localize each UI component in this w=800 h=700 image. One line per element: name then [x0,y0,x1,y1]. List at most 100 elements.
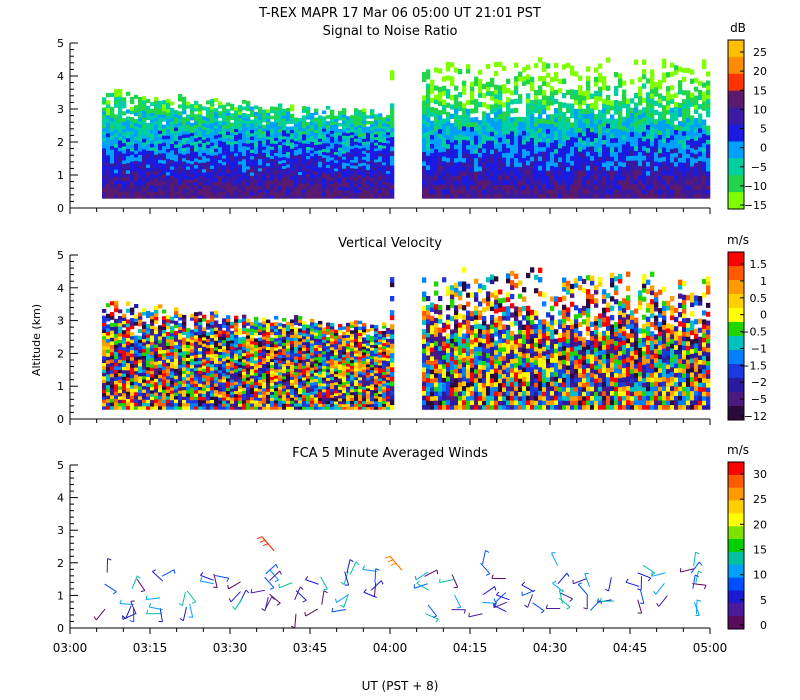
heatmap-cell [174,143,179,148]
heatmap-cell [642,97,647,104]
heatmap-cell [466,162,471,168]
heatmap-cell [662,133,667,139]
heatmap-cell [106,136,111,141]
heatmap-cell [386,126,391,130]
heatmap-cell [678,179,683,186]
heatmap-cell [670,71,675,77]
heatmap-cell [198,363,203,368]
heatmap-cell [146,191,151,196]
heatmap-cell [482,143,487,149]
heatmap-cell [166,325,171,330]
heatmap-cell [174,307,179,312]
heatmap-cell [654,147,659,153]
heatmap-cell [238,117,243,122]
heatmap-cell [626,98,631,104]
heatmap-cell [262,130,267,135]
heatmap-cell [202,158,207,163]
heatmap-cell [234,384,239,388]
heatmap-cell [138,191,143,196]
heatmap-cell [666,123,671,129]
heatmap-cell [438,114,443,120]
heatmap-cell [130,181,135,186]
heatmap-cell [254,162,259,167]
heatmap-cell [186,140,191,145]
heatmap-cell [470,99,475,105]
heatmap-cell [166,148,171,153]
heatmap-cell [190,332,195,337]
heatmap-cell [334,123,339,128]
heatmap-cell [230,182,235,187]
heatmap-cell [294,131,299,136]
heatmap-cell [486,90,491,96]
heatmap-cell [102,134,107,139]
heatmap-cell [590,150,595,156]
heatmap-cell [526,145,531,152]
heatmap-cell [210,125,215,130]
heatmap-cell [154,164,159,169]
heatmap-cell [138,345,143,350]
colorbar-label: −10 [744,180,767,193]
heatmap-cell [182,164,187,169]
heatmap-cell [106,373,111,378]
heatmap-cell [262,179,267,184]
heatmap-cell [246,107,251,112]
heatmap-cell [246,172,251,177]
heatmap-cell [530,188,535,195]
heatmap-cell [154,388,159,393]
heatmap-cell [334,170,339,174]
heatmap-cell [642,145,647,151]
heatmap-cell [562,193,567,199]
heatmap-cell [306,149,311,154]
heatmap-cell [222,178,227,183]
heatmap-cell [118,132,123,137]
heatmap-cell [122,104,127,109]
heatmap-cell [102,130,107,135]
heatmap-cell [642,126,647,132]
heatmap-cell [358,133,363,137]
heatmap-cell [698,113,703,119]
heatmap-cell [114,190,119,196]
heatmap-cell [198,383,203,388]
heatmap-cell [122,330,127,335]
heatmap-cell [534,103,539,109]
heatmap-cell [158,402,163,407]
heatmap-cell [618,133,623,139]
heatmap-cell [230,391,235,395]
heatmap-cell [138,164,143,169]
heatmap-cell [514,180,519,186]
heatmap-cell [190,396,195,401]
heatmap-cell [290,191,295,196]
heatmap-cell [446,111,451,117]
heatmap-cell [306,188,311,193]
heatmap-cell [546,184,551,190]
heatmap-cell [470,171,475,177]
heatmap-cell [318,183,323,188]
heatmap-cell [478,88,483,94]
heatmap-cell [626,188,631,194]
heatmap-cell [170,114,175,119]
heatmap-cell [190,402,195,407]
heatmap-cell [650,188,655,194]
heatmap-cell [454,148,459,154]
heatmap-cell [622,170,627,177]
heatmap-cell [310,164,315,168]
heatmap-cell [682,99,687,105]
heatmap-cell [226,128,231,132]
heatmap-cell [194,321,199,326]
heatmap-cell [266,189,271,193]
heatmap-cell [598,147,603,153]
heatmap-cell [126,366,131,371]
heatmap-cell [142,131,147,136]
heatmap-cell [610,142,615,148]
heatmap-cell [178,405,183,410]
heatmap-cell [534,63,539,69]
heatmap-cell [306,158,311,163]
heatmap-cell [702,184,707,190]
heatmap-cell [202,175,207,180]
heatmap-cell [466,153,471,159]
heatmap-cell [238,157,243,162]
heatmap-cell [234,192,239,196]
heatmap-cell [562,126,567,132]
heatmap-cell [602,139,607,145]
heatmap-cell [118,342,123,347]
